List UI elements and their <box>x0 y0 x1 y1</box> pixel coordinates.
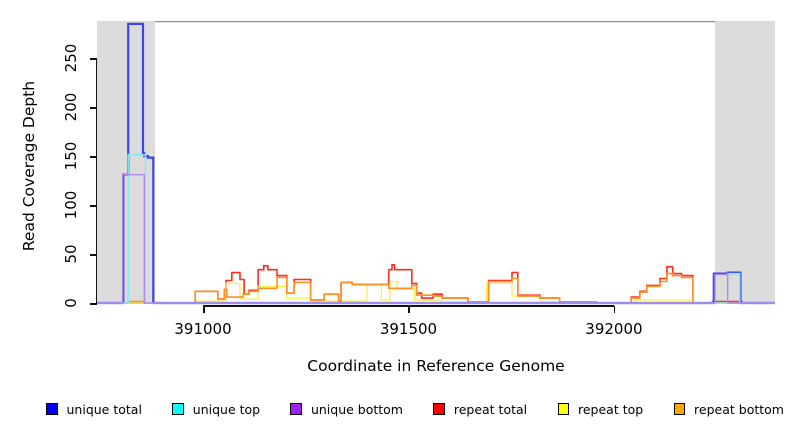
legend-item-unique-top: unique top <box>172 402 260 417</box>
legend-item-repeat-total: repeat total <box>433 402 527 417</box>
y-tick-label: 250 <box>62 43 80 73</box>
legend-swatch-icon <box>673 403 686 415</box>
x-axis-line <box>203 305 614 307</box>
y-axis-title: Read Coverage Depth <box>20 80 38 252</box>
legend-label: unique bottom <box>310 401 403 417</box>
series-unique-top <box>97 153 775 304</box>
legend-swatch-icon <box>172 403 184 415</box>
legend-item-repeat-top: repeat top <box>557 401 644 417</box>
x-tick-label: 391500 <box>379 320 438 338</box>
coverage-step-chart <box>97 21 775 305</box>
y-tick-label: 200 <box>62 92 80 122</box>
x-tick-label: 391000 <box>174 320 232 338</box>
series-unique-total <box>97 22 775 305</box>
legend-label: repeat total <box>453 401 528 417</box>
x-tick <box>408 306 410 313</box>
y-tick <box>89 58 97 60</box>
series-repeat-top <box>97 280 775 304</box>
legend-label: repeat top <box>578 401 644 417</box>
shaded-region-1 <box>715 21 775 304</box>
legend-swatch-icon <box>557 403 569 415</box>
y-tick <box>89 303 97 305</box>
legend-label: unique top <box>192 401 261 417</box>
x-axis-title: Coordinate in Reference Genome <box>307 357 565 375</box>
x-tick <box>613 306 616 313</box>
y-tick-label: 150 <box>62 141 80 171</box>
series-repeat-total <box>97 264 775 304</box>
y-axis-line <box>95 58 97 304</box>
y-tick-label: 100 <box>62 190 80 220</box>
legend-item-repeat-bottom: repeat bottom <box>673 401 784 417</box>
legend-swatch-icon <box>433 403 445 415</box>
series-repeat-bottom <box>97 272 775 304</box>
legend-swatch-icon <box>290 403 302 415</box>
y-tick <box>89 254 97 256</box>
y-tick-label: 0 <box>62 298 80 308</box>
x-tick-label: 392000 <box>585 320 643 338</box>
legend-swatch-icon <box>46 403 58 415</box>
plot-area <box>97 21 775 311</box>
legend-label: unique total <box>66 401 142 417</box>
y-tick <box>89 107 97 109</box>
y-tick-label: 50 <box>62 244 80 264</box>
legend: unique total unique top unique bottom repea… <box>46 398 784 420</box>
legend-item-unique-total: unique total <box>46 402 142 417</box>
series-unique-bottom <box>97 174 775 304</box>
y-tick <box>89 156 97 158</box>
legend-item-unique-bottom: unique bottom <box>290 402 403 417</box>
x-tick <box>203 306 205 313</box>
legend-label: repeat bottom <box>694 401 784 417</box>
y-tick <box>89 205 97 207</box>
